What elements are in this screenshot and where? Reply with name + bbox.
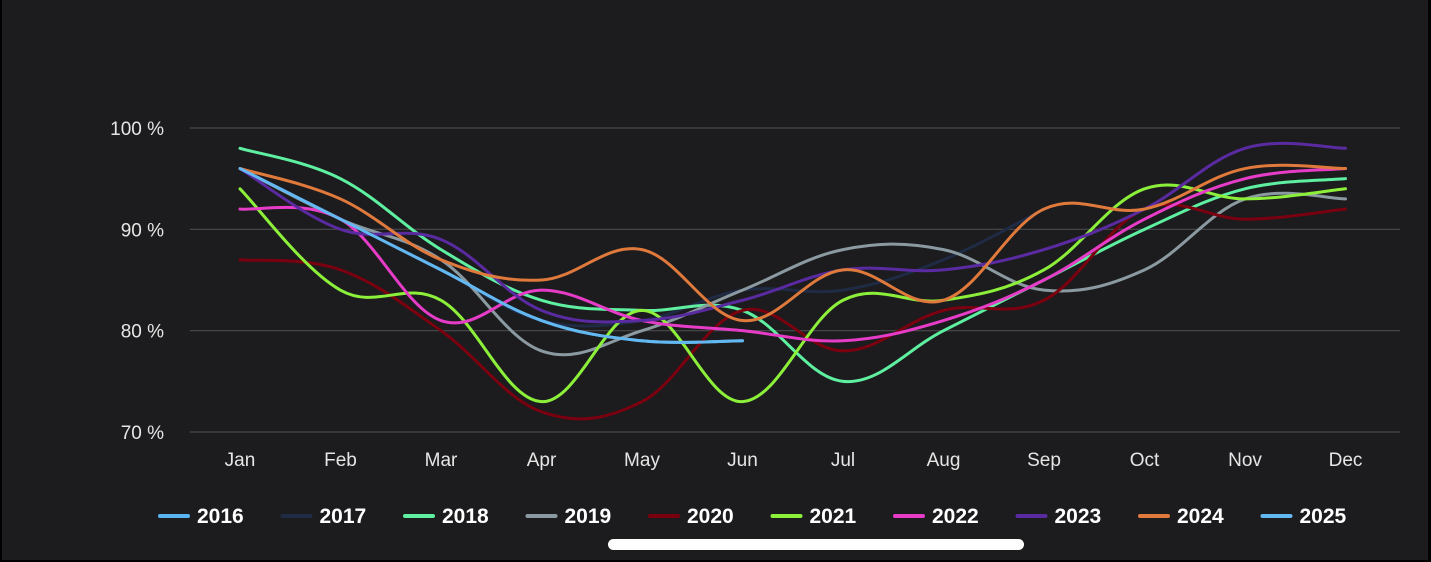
- legend-label: 2018: [442, 505, 489, 528]
- x-tick-label: Mar: [425, 450, 458, 471]
- y-tick-label: 70 %: [121, 423, 164, 444]
- x-tick-label: Dec: [1329, 450, 1363, 471]
- home-indicator[interactable]: [608, 539, 1024, 550]
- y-axis-ticks: 70 % 80 % 90 % 100 %: [110, 119, 164, 444]
- legend-item-2023[interactable]: 2023: [1015, 505, 1102, 528]
- series-line-2018: [238, 146, 1347, 383]
- legend-item-2025[interactable]: 2025: [1260, 505, 1347, 528]
- x-tick-label: Sep: [1027, 450, 1061, 471]
- legend-item-2018[interactable]: 2018: [403, 505, 489, 528]
- x-axis-ticks: Jan Feb Mar Apr May Jun Jul Aug Sep Oct Nov Dec: [225, 450, 1363, 471]
- legend-item-2016[interactable]: 2016: [158, 505, 244, 528]
- series-lines: [238, 141, 1347, 421]
- series-line-2020: [238, 203, 1347, 421]
- y-tick-label: 80 %: [121, 322, 164, 343]
- legend-label: 2021: [810, 505, 857, 528]
- series-line-2024: [238, 163, 1347, 323]
- legend-label: 2020: [687, 505, 734, 528]
- legend-label: 2025: [1300, 505, 1347, 528]
- series-line-2022: [238, 167, 1347, 343]
- x-tick-label: Oct: [1130, 450, 1160, 471]
- series-line-2025: [238, 167, 744, 344]
- x-tick-label: Apr: [527, 450, 557, 471]
- legend: 2016 2017 2018 2019 2020 2021 2022 2023 2024 2025: [158, 505, 1347, 528]
- series-line-2023: [238, 141, 1347, 324]
- legend-label: 2019: [565, 505, 612, 528]
- legend-item-2024[interactable]: 2024: [1138, 505, 1224, 528]
- legend-label: 2016: [197, 505, 244, 528]
- x-tick-label: Jun: [727, 450, 758, 471]
- x-tick-label: Aug: [927, 450, 961, 471]
- legend-item-2021[interactable]: 2021: [770, 505, 857, 528]
- x-tick-label: Jul: [831, 450, 855, 471]
- legend-item-2019[interactable]: 2019: [525, 505, 612, 528]
- legend-label: 2022: [932, 505, 979, 528]
- x-tick-label: Nov: [1228, 450, 1262, 471]
- legend-item-2020[interactable]: 2020: [648, 505, 734, 528]
- legend-label: 2017: [320, 505, 367, 528]
- legend-label: 2024: [1177, 505, 1224, 528]
- x-tick-label: Feb: [324, 450, 357, 471]
- legend-item-2022[interactable]: 2022: [893, 505, 979, 528]
- x-tick-label: May: [624, 450, 660, 471]
- y-tick-label: 100 %: [110, 119, 164, 140]
- x-tick-label: Jan: [225, 450, 256, 471]
- grid-lines: [190, 127, 1400, 433]
- series-line-2016: [238, 167, 744, 344]
- legend-item-2017[interactable]: 2017: [280, 505, 367, 528]
- series-line-2021: [238, 183, 1347, 404]
- legend-label: 2023: [1055, 505, 1102, 528]
- y-tick-label: 90 %: [121, 220, 164, 241]
